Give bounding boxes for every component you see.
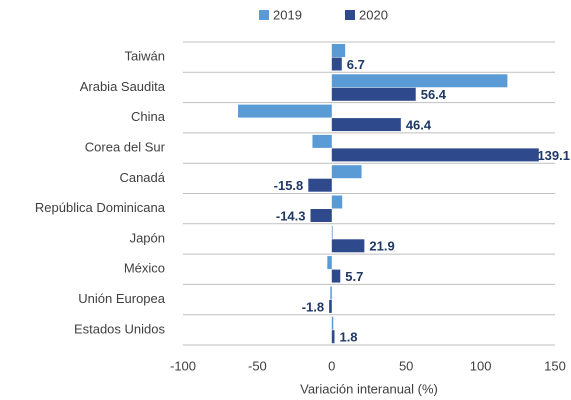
value-label: 21.9: [369, 239, 394, 254]
legend-swatch: [345, 10, 355, 20]
bar: [331, 165, 362, 179]
bar: [331, 148, 539, 162]
bar: [331, 330, 335, 344]
bar: [329, 299, 332, 313]
x-axis-label: Variación interanual (%): [300, 381, 438, 396]
x-tick-label: 50: [399, 358, 413, 373]
legend-swatch: [259, 10, 269, 20]
value-label: 139.1: [537, 148, 570, 163]
legend-label: 2019: [273, 7, 302, 22]
bar: [331, 74, 508, 88]
x-tick-label: -100: [170, 358, 196, 373]
y-tick-label: Unión Europea: [78, 291, 165, 306]
y-tick-label: Arabia Saudita: [80, 79, 166, 94]
bar: [331, 57, 342, 71]
y-tick-label: México: [124, 261, 165, 276]
bar: [327, 256, 332, 270]
value-label: 1.8: [339, 330, 357, 345]
bar: [310, 209, 332, 222]
y-tick-label: Canadá: [119, 170, 165, 185]
y-tick-label: Japón: [130, 230, 165, 245]
y-tick-label: República Dominicana: [35, 200, 166, 215]
value-label: -1.8: [302, 299, 324, 314]
y-tick-label: Taiwán: [125, 49, 165, 64]
bar: [331, 316, 334, 330]
bar: [331, 225, 333, 239]
y-tick-label: Estados Unidos: [74, 321, 166, 336]
bar: [331, 269, 341, 283]
bar: [331, 87, 416, 101]
bar: [330, 286, 332, 300]
value-label: 5.7: [345, 269, 363, 284]
value-label: 46.4: [406, 118, 432, 133]
bar: [331, 239, 365, 253]
value-label: -15.8: [274, 178, 304, 193]
value-label: 56.4: [421, 87, 447, 102]
y-tick-label: Corea del Sur: [85, 139, 166, 154]
bar: [308, 178, 332, 192]
bar: [238, 104, 332, 118]
value-label: 6.7: [347, 57, 365, 72]
x-tick-label: 100: [470, 358, 492, 373]
legend-label: 2020: [359, 7, 388, 22]
x-tick-label: 0: [328, 358, 335, 373]
y-tick-label: China: [131, 109, 166, 124]
value-label: -14.3: [276, 208, 306, 223]
bar: [331, 118, 401, 132]
bar: [312, 134, 332, 148]
x-tick-label: 150: [544, 358, 566, 373]
x-tick-label: -50: [248, 358, 267, 373]
bar: [331, 44, 346, 57]
bar: [331, 195, 343, 209]
